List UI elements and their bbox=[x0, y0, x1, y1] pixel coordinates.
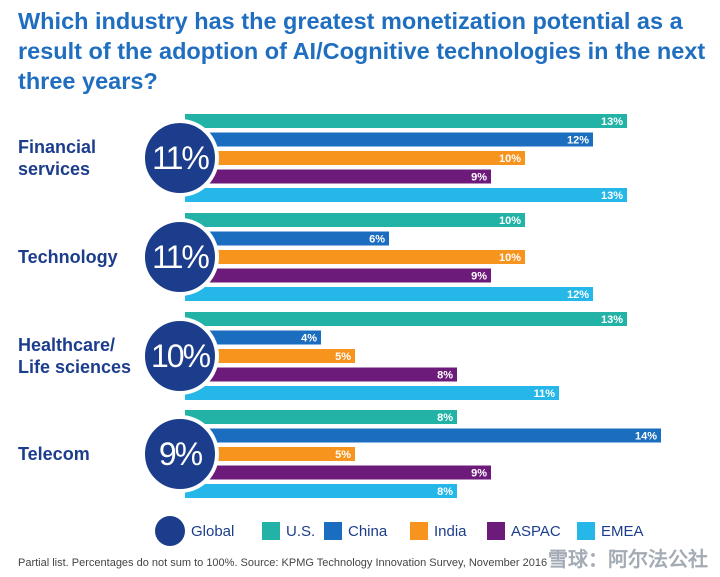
chart-title: Which industry has the greatest monetiza… bbox=[18, 8, 706, 94]
bar-label-aspac-technology: 9% bbox=[471, 271, 487, 283]
legend-item-china: China bbox=[324, 522, 388, 540]
legend-label-india: India bbox=[434, 523, 467, 540]
category-label-healthcare-life-sciences: Healthcare/Life sciences bbox=[18, 335, 131, 377]
category-label-telecom: Telecom bbox=[18, 444, 90, 464]
bar-china-telecom bbox=[185, 428, 661, 443]
legend: Global U.S. China India ASPAC EMEA bbox=[155, 516, 644, 546]
bar-aspac-telecom bbox=[185, 465, 491, 480]
legend-item-global: Global bbox=[155, 516, 234, 546]
bar-u-s-telecom bbox=[185, 410, 457, 424]
category-label-technology: Technology bbox=[18, 247, 118, 267]
bar-label-u-s-technology: 10% bbox=[499, 215, 521, 227]
bar-label-india-healthcare-life-sciences: 5% bbox=[335, 351, 351, 363]
legend-label-china: China bbox=[348, 523, 388, 540]
bar-china-financial-services bbox=[185, 132, 593, 147]
bar-label-emea-financial-services: 13% bbox=[601, 190, 623, 202]
watermark: 雪球：阿尔法公社 bbox=[548, 549, 708, 571]
bar-label-india-telecom: 5% bbox=[335, 449, 351, 461]
global-circle-financial-services bbox=[141, 119, 219, 197]
bar-label-u-s-financial-services: 13% bbox=[601, 116, 623, 128]
bar-label-aspac-telecom: 9% bbox=[471, 468, 487, 480]
bar-label-emea-healthcare-life-sciences: 11% bbox=[534, 388, 556, 400]
legend-swatch-aspac bbox=[487, 522, 505, 540]
bar-u-s-healthcare-life-sciences bbox=[185, 312, 627, 326]
bar-label-emea-telecom: 8% bbox=[437, 486, 453, 498]
bar-label-u-s-healthcare-life-sciences: 13% bbox=[601, 314, 623, 326]
legend-item-u-s: U.S. bbox=[262, 522, 315, 540]
bar-label-china-technology: 6% bbox=[369, 234, 385, 246]
global-value-financial-services: 11% bbox=[152, 140, 209, 176]
group-financial-services: 13% 12% 10% 9% 13% 11% Financial services bbox=[18, 114, 627, 202]
bar-aspac-financial-services bbox=[185, 169, 491, 184]
legend-swatch-u-s bbox=[262, 522, 280, 540]
legend-swatch-india bbox=[410, 522, 428, 540]
bar-aspac-technology bbox=[185, 268, 491, 283]
global-value-healthcare-life-sciences: 10% bbox=[151, 338, 211, 374]
group-technology: 10% 6% 10% 9% 12% 11% Technology bbox=[18, 213, 593, 301]
footnote: Partial list. Percentages do not sum to … bbox=[18, 557, 548, 569]
bar-india-telecom bbox=[185, 447, 355, 461]
group-healthcare-life-sciences: 13% 4% 5% 8% 11% 10% Healthcare/Life sciences bbox=[18, 312, 627, 400]
global-circle-telecom bbox=[141, 415, 219, 493]
legend-label-global: Global bbox=[191, 523, 234, 540]
bar-emea-financial-services bbox=[185, 188, 627, 202]
global-value-technology: 11% bbox=[152, 239, 209, 275]
legend-swatch-china bbox=[324, 522, 342, 540]
global-circle-technology bbox=[141, 218, 219, 296]
bar-label-aspac-financial-services: 9% bbox=[471, 172, 487, 184]
bar-india-healthcare-life-sciences bbox=[185, 349, 355, 363]
bar-label-china-healthcare-life-sciences: 4% bbox=[301, 333, 317, 345]
legend-item-aspac: ASPAC bbox=[487, 522, 561, 540]
bar-china-healthcare-life-sciences bbox=[185, 330, 321, 345]
bar-emea-telecom bbox=[185, 484, 457, 498]
legend-item-india: India bbox=[410, 522, 467, 540]
global-circle-healthcare-life-sciences bbox=[141, 317, 219, 395]
bar-emea-technology bbox=[185, 287, 593, 301]
bar-label-china-financial-services: 12% bbox=[567, 135, 589, 147]
category-label-financial-services: Financial services bbox=[18, 137, 96, 179]
group-telecom: 8% 14% 5% 9% 8% 9% Telecom bbox=[18, 410, 661, 498]
bar-emea-healthcare-life-sciences bbox=[185, 386, 559, 400]
bar-india-technology bbox=[185, 250, 525, 264]
bar-china-technology bbox=[185, 231, 389, 246]
global-value-telecom: 9% bbox=[159, 436, 203, 472]
bar-label-india-financial-services: 10% bbox=[499, 153, 521, 165]
legend-label-emea: EMEA bbox=[601, 523, 644, 540]
bar-aspac-healthcare-life-sciences bbox=[185, 367, 457, 382]
bar-label-u-s-telecom: 8% bbox=[437, 412, 453, 424]
bar-india-financial-services bbox=[185, 151, 525, 165]
legend-swatch-global bbox=[155, 516, 185, 546]
legend-swatch-emea bbox=[577, 522, 595, 540]
legend-item-emea: EMEA bbox=[577, 522, 644, 540]
legend-label-aspac: ASPAC bbox=[511, 523, 561, 540]
bar-label-india-technology: 10% bbox=[499, 252, 521, 264]
legend-label-u-s: U.S. bbox=[286, 523, 315, 540]
bar-label-china-telecom: 14% bbox=[635, 431, 657, 443]
bar-label-aspac-healthcare-life-sciences: 8% bbox=[437, 370, 453, 382]
bar-u-s-technology bbox=[185, 213, 525, 227]
bar-label-emea-technology: 12% bbox=[567, 289, 589, 301]
bar-u-s-financial-services bbox=[185, 114, 627, 128]
